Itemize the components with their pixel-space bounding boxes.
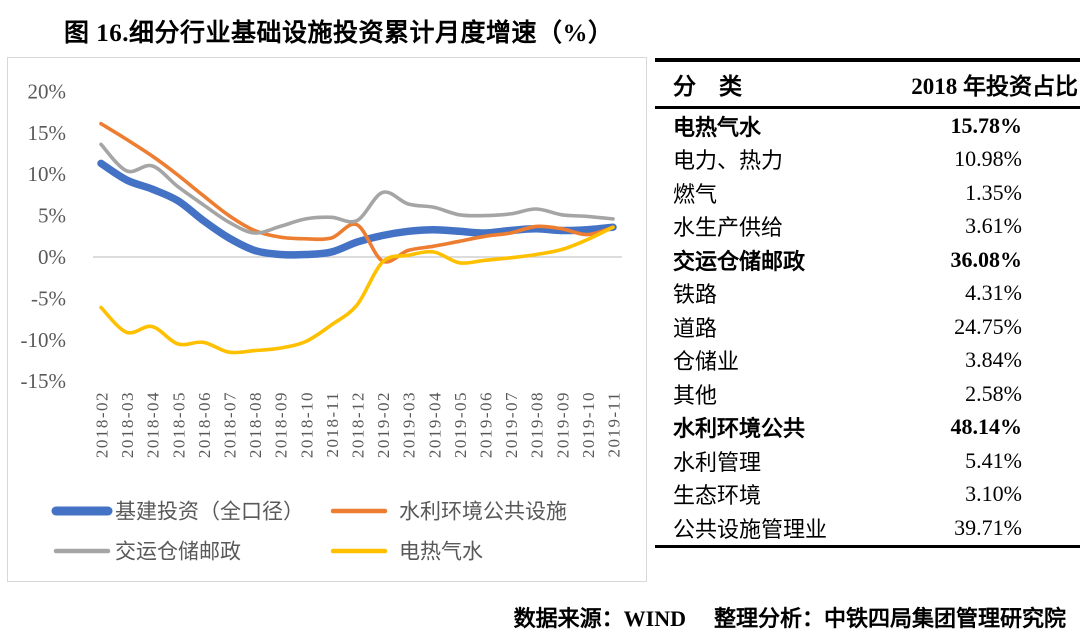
y-axis-tick-label: -15% [21,369,67,393]
table-header-category: 分 类 [673,74,742,99]
series-line-水利环境公共设施 [99,121,615,264]
category-cell: 交运仓储邮政 [673,248,806,274]
x-axis-tick-label: 2018-07 [221,391,240,458]
category-cell: 水生产供给 [673,215,784,241]
category-cell: 仓储业 [673,349,740,375]
table-header-row: 分 类 2018 年投资占比 [655,62,1080,109]
x-axis-tick-label: 2019-06 [477,391,496,458]
table-row: 公共设施管理业 39.71% [655,511,1080,545]
x-axis-tick-label: 2018-05 [169,391,188,458]
share-cell: 3.61% [965,213,1022,239]
x-axis-tick-label: 2018-09 [272,391,291,458]
y-axis-tick-label: -5% [31,286,66,310]
category-cell: 电力、热力 [673,148,784,174]
analysis-credit-text: 整理分析：中铁四局集团管理研究院 [713,606,1066,631]
x-axis-tick-label: 2019-05 [451,391,470,458]
y-axis-tick-label: -10% [21,328,67,352]
table-row: 生态环境 3.10% [655,478,1080,512]
series-line-交运仓储邮政 [99,142,615,235]
x-axis-tick-label: 2018-11 [323,391,342,458]
x-axis-tick-label: 2018-06 [195,391,214,458]
share-cell: 24.75% [954,313,1022,339]
legend-label: 电热气水 [399,540,483,564]
x-axis-tick-label: 2019-07 [502,391,521,458]
share-cell: 3.84% [965,347,1022,373]
share-cell: 15.78% [950,112,1023,138]
x-axis-tick-label: 2019-11 [605,391,624,458]
figure-title: 图 16.细分行业基础设施投资累计月度增速（%） [64,20,614,47]
x-axis-tick-label: 2018-02 [93,391,112,458]
legend-label: 水利环境公共设施 [399,500,567,524]
share-cell: 1.35% [965,179,1022,205]
category-cell: 道路 [673,315,718,341]
share-cell: 5.41% [965,447,1022,473]
category-cell: 水利环境公共 [673,416,806,442]
investment-share-table: 分 类 2018 年投资占比 电热气水 15.78% 电力、热力 10.98% 燃气 1.… [655,58,1080,548]
y-axis-tick-label: 10% [28,162,67,186]
x-axis-tick-label: 2019-02 [374,391,393,458]
table-row: 燃气 1.35% [655,176,1080,210]
legend-label: 交运仓储邮政 [115,540,241,564]
chart-panel: 20% 15% 10% 5% 0% -5% -10% -15% 2018-02 2018-03 20… [7,57,647,582]
table-row: 水利环境公共 48.14% [655,411,1080,445]
legend-label: 基建投资（全口径） [115,500,304,524]
share-cell: 39.71% [954,514,1022,540]
table-row: 仓储业 3.84% [655,344,1080,378]
source-note: 数据来源：WIND 整理分析：中铁四局集团管理研究院 [514,601,1066,633]
share-cell: 48.14% [950,414,1023,440]
table-header-share: 2018 年投资占比 [911,74,1078,99]
share-cell: 36.08% [950,246,1023,272]
table-row: 水生产供给 3.61% [655,210,1080,244]
x-axis-tick-label: 2019-08 [528,391,547,458]
data-source-text: 数据来源：WIND [513,606,686,631]
y-axis-tick-label: 15% [28,121,67,145]
line-chart: 20% 15% 10% 5% 0% -5% -10% -15% 2018-02 2018-03 20… [21,79,624,564]
category-cell: 生态环境 [673,483,762,509]
category-cell: 燃气 [673,181,718,207]
table-body: 电热气水 15.78% 电力、热力 10.98% 燃气 1.35% 水生产供给 3.61% 交运… [655,109,1080,548]
x-axis-tick-label: 2018-10 [297,391,316,458]
table-row: 水利管理 5.41% [655,444,1080,478]
x-axis-tick-label: 2019-09 [553,391,572,458]
x-axis-tick-label: 2018-04 [144,391,163,458]
category-cell: 铁路 [673,282,718,308]
category-cell: 电热气水 [673,114,762,140]
y-axis-tick-label: 5% [38,204,66,228]
x-axis-tick-label: 2019-03 [400,391,419,458]
x-axis-tick-label: 2018-03 [118,391,137,458]
table-row: 电力、热力 10.98% [655,143,1080,177]
x-axis-tick-label: 2019-04 [425,391,444,458]
y-axis-tick-label: 20% [28,79,67,103]
table-row: 道路 24.75% [655,310,1080,344]
share-cell: 4.31% [965,280,1022,306]
share-cell: 10.98% [954,146,1022,172]
table-row: 其他 2.58% [655,377,1080,411]
table-row: 交运仓储邮政 36.08% [655,243,1080,277]
table-row: 电热气水 15.78% [655,109,1080,143]
share-cell: 3.10% [965,481,1022,507]
series-line-电热气水 [99,225,615,355]
share-cell: 2.58% [965,380,1022,406]
x-axis-tick-label: 2018-08 [246,391,265,458]
y-axis-tick-label: 0% [38,245,66,269]
category-cell: 公共设施管理业 [673,516,828,542]
category-cell: 水利管理 [673,449,762,475]
category-cell: 其他 [673,382,718,408]
x-axis-tick-label: 2019-10 [579,391,598,458]
table-row: 铁路 4.31% [655,277,1080,311]
x-axis-tick-label: 2018-12 [349,391,368,458]
